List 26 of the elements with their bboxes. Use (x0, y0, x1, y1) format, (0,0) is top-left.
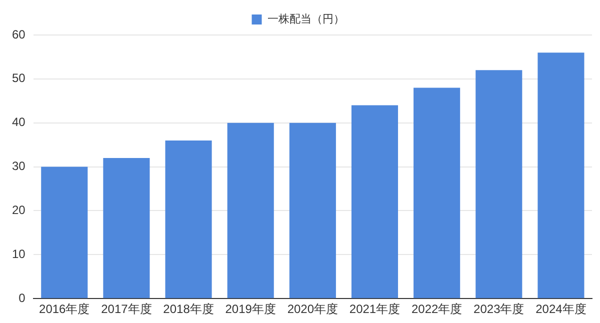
bar (351, 105, 398, 298)
x-tick-label: 2020年度 (287, 302, 338, 316)
bar (165, 140, 212, 298)
x-tick-label: 2019年度 (225, 302, 276, 316)
bar (414, 88, 460, 298)
y-tick-label: 20 (12, 203, 26, 218)
bar (289, 122, 336, 298)
bar (538, 52, 584, 298)
x-tick-label: 2017年度 (101, 302, 152, 316)
x-tick-label: 2021年度 (349, 302, 400, 316)
bar (103, 158, 150, 298)
x-tick-label: 2024年度 (536, 302, 586, 316)
bar (476, 70, 522, 298)
legend-label: 一株配当（円） (267, 12, 344, 26)
y-tick-label: 30 (12, 159, 26, 174)
x-tick-label: 2022年度 (411, 302, 462, 316)
bar (227, 122, 274, 298)
y-tick-label: 50 (12, 71, 26, 86)
x-tick-label: 2023年度 (474, 302, 524, 316)
y-tick-label: 60 (12, 27, 26, 42)
x-tick-label: 2018年度 (163, 302, 214, 316)
y-tick-label: 0 (18, 290, 26, 305)
bar (41, 166, 88, 298)
x-tick-label: 2016年度 (39, 302, 90, 316)
y-tick-label: 10 (12, 246, 26, 261)
y-tick-label: 40 (12, 115, 26, 130)
